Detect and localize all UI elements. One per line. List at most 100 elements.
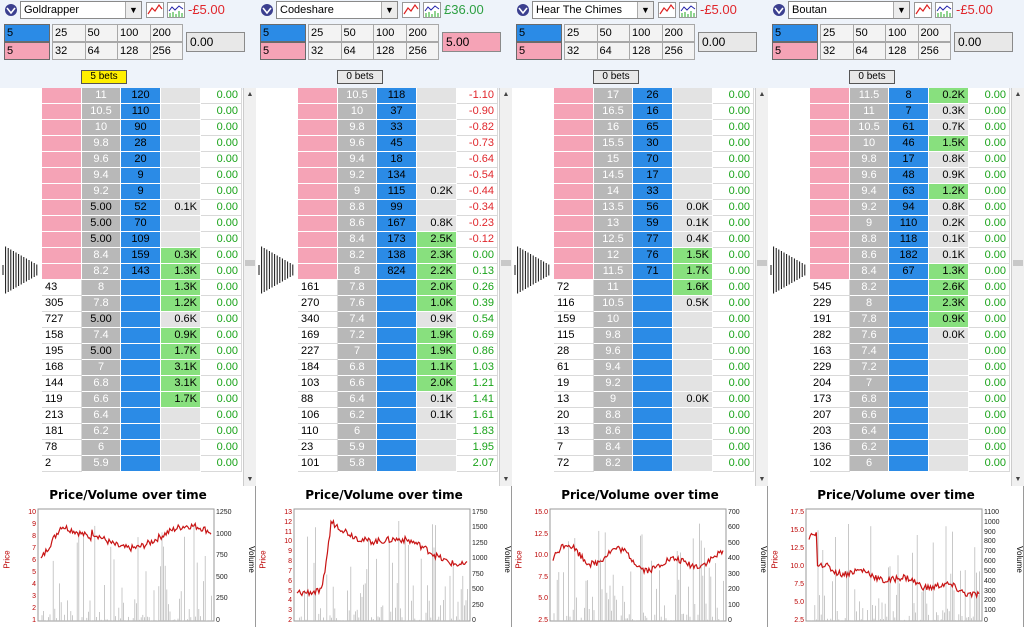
back-amount-cell[interactable]: 120: [121, 88, 161, 104]
lay-amount-cell[interactable]: [810, 104, 850, 120]
back-amount-cell[interactable]: [633, 280, 673, 296]
scroll-thumb[interactable]: [245, 260, 255, 266]
back-amount-cell[interactable]: 99: [377, 200, 417, 216]
back-amount-cell[interactable]: 76: [633, 248, 673, 264]
lay-amount-cell[interactable]: [554, 152, 594, 168]
scroll-thumb[interactable]: [757, 260, 767, 266]
lay-amount-cell[interactable]: 163: [810, 344, 850, 360]
stake-preset-button[interactable]: 256: [917, 42, 951, 60]
back-amount-cell[interactable]: [633, 456, 673, 472]
back-amount-cell[interactable]: 7: [889, 104, 929, 120]
lay-stake-field[interactable]: 5: [4, 42, 50, 60]
back-amount-cell[interactable]: 16: [633, 104, 673, 120]
back-amount-cell[interactable]: [377, 456, 417, 472]
back-amount-cell[interactable]: [889, 424, 929, 440]
back-amount-cell[interactable]: 110: [121, 104, 161, 120]
back-amount-cell[interactable]: [889, 280, 929, 296]
lay-amount-cell[interactable]: [554, 248, 594, 264]
lay-amount-cell[interactable]: 106: [298, 408, 338, 424]
back-amount-cell[interactable]: [633, 424, 673, 440]
back-amount-cell[interactable]: 159: [121, 248, 161, 264]
back-amount-cell[interactable]: 59: [633, 216, 673, 232]
lay-amount-cell[interactable]: 78: [42, 440, 82, 456]
stake-preset-button[interactable]: 200: [661, 24, 695, 42]
scroll-thumb[interactable]: [501, 260, 511, 266]
stake-preset-button[interactable]: 25: [820, 24, 854, 42]
lay-amount-cell[interactable]: [298, 136, 338, 152]
lay-amount-cell[interactable]: 28: [554, 344, 594, 360]
back-amount-cell[interactable]: 138: [377, 248, 417, 264]
lay-amount-cell[interactable]: [810, 248, 850, 264]
scroll-down-icon[interactable]: ▼: [502, 476, 510, 483]
back-amount-cell[interactable]: 824: [377, 264, 417, 280]
back-amount-cell[interactable]: 9: [121, 168, 161, 184]
back-amount-cell[interactable]: 61: [889, 120, 929, 136]
back-stake-field[interactable]: 5: [4, 24, 50, 42]
lay-amount-cell[interactable]: [554, 200, 594, 216]
lay-amount-cell[interactable]: [298, 120, 338, 136]
lay-amount-cell[interactable]: 213: [42, 408, 82, 424]
lay-amount-cell[interactable]: 184: [298, 360, 338, 376]
lay-amount-cell[interactable]: [42, 104, 82, 120]
lay-amount-cell[interactable]: [810, 136, 850, 152]
back-amount-cell[interactable]: [633, 376, 673, 392]
bets-count-button[interactable]: 5 bets: [81, 70, 127, 84]
amount-field[interactable]: 0.00: [698, 32, 757, 52]
back-amount-cell[interactable]: 115: [377, 184, 417, 200]
lay-amount-cell[interactable]: 61: [554, 360, 594, 376]
lay-amount-cell[interactable]: [42, 88, 82, 104]
lay-amount-cell[interactable]: [298, 104, 338, 120]
back-amount-cell[interactable]: [633, 296, 673, 312]
back-amount-cell[interactable]: [633, 408, 673, 424]
lay-amount-cell[interactable]: 340: [298, 312, 338, 328]
lay-amount-cell[interactable]: 23: [298, 440, 338, 456]
stake-preset-button[interactable]: 25: [52, 24, 86, 42]
stake-preset-button[interactable]: 50: [596, 24, 630, 42]
back-amount-cell[interactable]: [889, 312, 929, 328]
lay-amount-cell[interactable]: 72: [554, 456, 594, 472]
back-amount-cell[interactable]: 52: [121, 200, 161, 216]
lay-amount-cell[interactable]: [298, 88, 338, 104]
back-amount-cell[interactable]: 109: [121, 232, 161, 248]
stake-preset-button[interactable]: 256: [405, 42, 439, 60]
back-amount-cell[interactable]: 173: [377, 232, 417, 248]
lay-amount-cell[interactable]: [42, 152, 82, 168]
bets-count-button[interactable]: 0 bets: [593, 70, 639, 84]
lay-amount-cell[interactable]: 19: [554, 376, 594, 392]
lay-amount-cell[interactable]: [810, 232, 850, 248]
scroll-up-icon[interactable]: ▲: [246, 91, 254, 98]
stake-preset-button[interactable]: 64: [84, 42, 118, 60]
lay-amount-cell[interactable]: [554, 104, 594, 120]
back-amount-cell[interactable]: [889, 392, 929, 408]
lay-amount-cell[interactable]: 144: [42, 376, 82, 392]
lay-amount-cell[interactable]: 7: [554, 440, 594, 456]
volume-chart-icon[interactable]: [935, 2, 953, 18]
lay-amount-cell[interactable]: 136: [810, 440, 850, 456]
lay-amount-cell[interactable]: [42, 248, 82, 264]
lay-amount-cell[interactable]: [810, 152, 850, 168]
stake-preset-button[interactable]: 50: [84, 24, 118, 42]
back-amount-cell[interactable]: 33: [633, 184, 673, 200]
lay-amount-cell[interactable]: 229: [810, 296, 850, 312]
lay-amount-cell[interactable]: 282: [810, 328, 850, 344]
back-amount-cell[interactable]: 30: [633, 136, 673, 152]
line-chart-icon[interactable]: [914, 2, 932, 18]
back-amount-cell[interactable]: [121, 360, 161, 376]
runner-select[interactable]: Boutan ▼: [788, 1, 910, 19]
volume-chart-icon[interactable]: [167, 2, 185, 18]
lay-amount-cell[interactable]: 102: [810, 456, 850, 472]
ladder-scrollbar[interactable]: ▲ ▼: [243, 88, 256, 486]
lay-amount-cell[interactable]: 13: [554, 424, 594, 440]
stake-preset-button[interactable]: 100: [373, 24, 407, 42]
stake-preset-button[interactable]: 128: [629, 42, 663, 60]
back-amount-cell[interactable]: 90: [121, 120, 161, 136]
stake-preset-button[interactable]: 100: [885, 24, 919, 42]
back-amount-cell[interactable]: [633, 344, 673, 360]
lay-amount-cell[interactable]: 119: [42, 392, 82, 408]
back-amount-cell[interactable]: 26: [633, 88, 673, 104]
lay-amount-cell[interactable]: [810, 200, 850, 216]
back-amount-cell[interactable]: [889, 408, 929, 424]
chevron-down-icon[interactable]: ▼: [893, 2, 909, 18]
lay-amount-cell[interactable]: [42, 120, 82, 136]
back-amount-cell[interactable]: 67: [889, 264, 929, 280]
